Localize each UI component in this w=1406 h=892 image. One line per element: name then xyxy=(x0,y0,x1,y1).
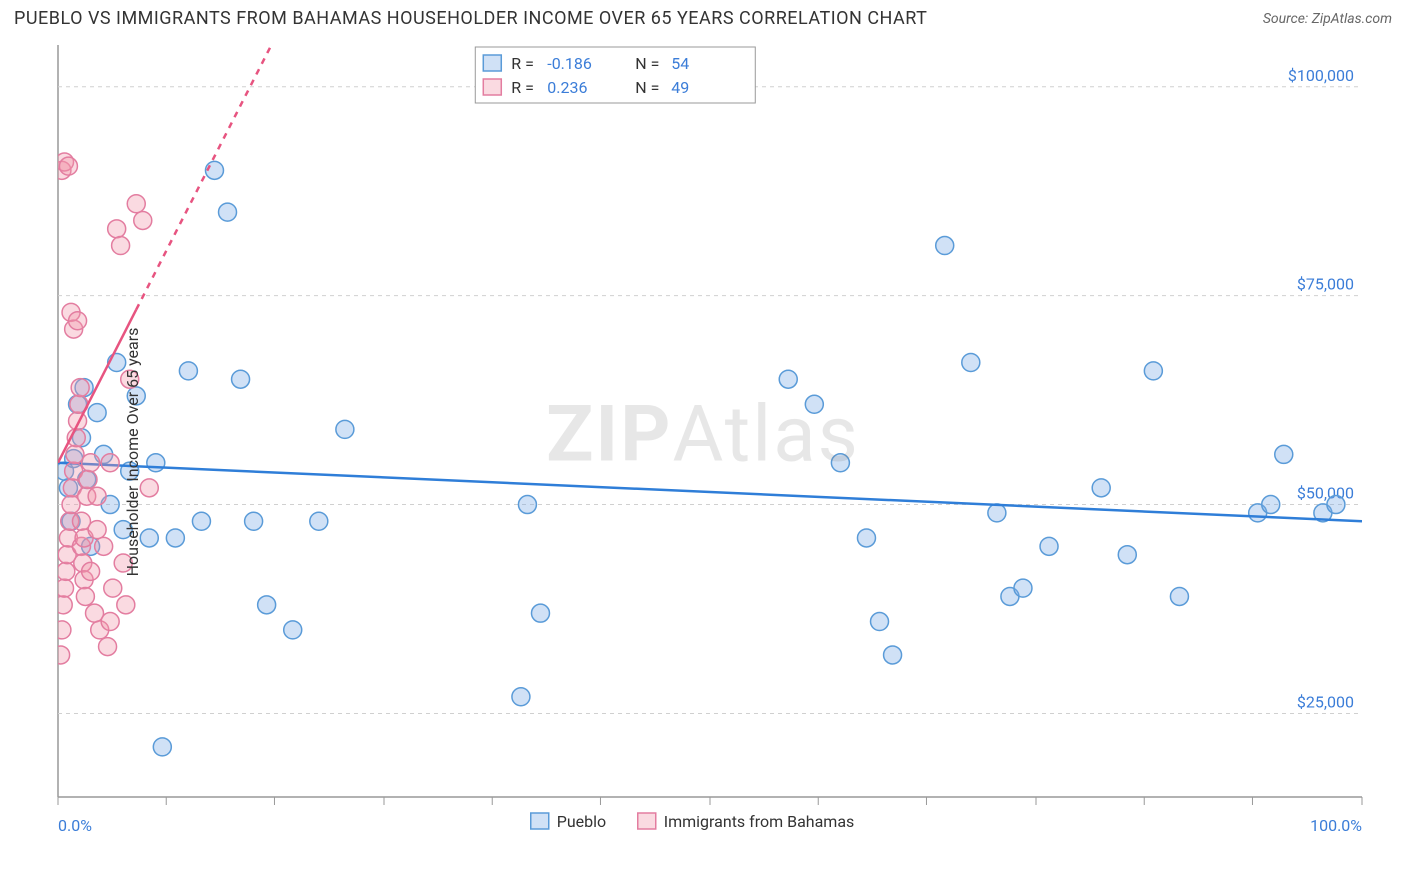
y-tick-label: $100,000 xyxy=(1288,66,1354,85)
data-point xyxy=(936,237,954,255)
data-point xyxy=(69,312,87,330)
data-point xyxy=(1170,587,1188,605)
data-point xyxy=(101,454,119,472)
legend-swatch xyxy=(483,79,501,95)
data-point xyxy=(57,562,75,580)
data-point xyxy=(153,738,171,756)
legend-r-label: R = xyxy=(511,78,534,97)
scatter-chart: $25,000 $50,000 $75,000 $100,000 0.0% 100.0% R… xyxy=(14,37,1392,867)
data-point xyxy=(1118,546,1136,564)
data-point xyxy=(79,470,97,488)
data-point xyxy=(71,379,89,397)
y-tick-label: $25,000 xyxy=(1297,692,1354,711)
y-tick-label: $75,000 xyxy=(1297,275,1354,294)
data-point xyxy=(284,621,302,639)
data-point xyxy=(884,646,902,664)
data-point xyxy=(857,529,875,547)
data-point xyxy=(512,688,530,706)
legend-swatch xyxy=(638,813,656,829)
data-point xyxy=(53,621,71,639)
data-point xyxy=(192,512,210,530)
legend-swatch xyxy=(483,55,501,71)
data-point xyxy=(101,613,119,631)
data-point xyxy=(245,512,263,530)
data-point xyxy=(88,404,106,422)
data-point xyxy=(232,370,250,388)
data-point xyxy=(518,496,536,514)
data-point xyxy=(134,211,152,229)
legend-label: Pueblo xyxy=(557,812,606,831)
data-point xyxy=(59,157,77,175)
data-point xyxy=(56,579,74,597)
data-point xyxy=(99,638,117,656)
legend-r-label: R = xyxy=(511,54,534,73)
y-axis-label: Householder Income Over 65 years xyxy=(123,328,142,577)
data-point xyxy=(1144,362,1162,380)
data-point xyxy=(54,596,72,614)
data-point xyxy=(88,487,106,505)
data-point xyxy=(988,504,1006,522)
legend-label: Immigrants from Bahamas xyxy=(664,812,855,831)
data-point xyxy=(82,454,100,472)
chart-title: PUEBLO VS IMMIGRANTS FROM BAHAMAS HOUSEH… xyxy=(14,8,927,29)
data-point xyxy=(1092,479,1110,497)
legend-n-value: 54 xyxy=(671,54,689,73)
data-point xyxy=(779,370,797,388)
data-point xyxy=(1327,496,1345,514)
data-point xyxy=(1262,496,1280,514)
data-point xyxy=(962,354,980,372)
data-point xyxy=(82,562,100,580)
y-tick-label: $50,000 xyxy=(1297,484,1354,503)
legend-r-value: 0.236 xyxy=(547,78,587,97)
data-point xyxy=(117,596,135,614)
data-point xyxy=(140,529,158,547)
data-point xyxy=(871,613,889,631)
data-point xyxy=(127,195,145,213)
series-pueblo xyxy=(56,161,1345,756)
data-point xyxy=(310,512,328,530)
data-point xyxy=(95,537,113,555)
data-point xyxy=(166,529,184,547)
data-point xyxy=(88,521,106,539)
x-max-label: 100.0% xyxy=(1310,816,1362,835)
legend-n-label: N = xyxy=(635,54,659,73)
legend-n-label: N = xyxy=(635,78,659,97)
data-point xyxy=(179,362,197,380)
data-point xyxy=(258,596,276,614)
data-point xyxy=(108,220,126,238)
data-point xyxy=(1040,537,1058,555)
data-point xyxy=(831,454,849,472)
data-point xyxy=(531,604,549,622)
data-point xyxy=(219,203,237,221)
data-point xyxy=(147,454,165,472)
source-credit: Source: ZipAtlas.com xyxy=(1263,11,1392,27)
legend-swatch xyxy=(531,813,549,829)
data-point xyxy=(1014,579,1032,597)
x-min-label: 0.0% xyxy=(58,816,92,835)
data-point xyxy=(140,479,158,497)
data-point xyxy=(76,587,94,605)
data-point xyxy=(52,646,70,664)
data-point xyxy=(112,237,130,255)
data-point xyxy=(336,420,354,438)
legend-r-value: -0.186 xyxy=(547,54,592,73)
data-point xyxy=(1275,445,1293,463)
data-point xyxy=(104,579,122,597)
legend-n-value: 49 xyxy=(671,78,689,97)
data-point xyxy=(805,395,823,413)
